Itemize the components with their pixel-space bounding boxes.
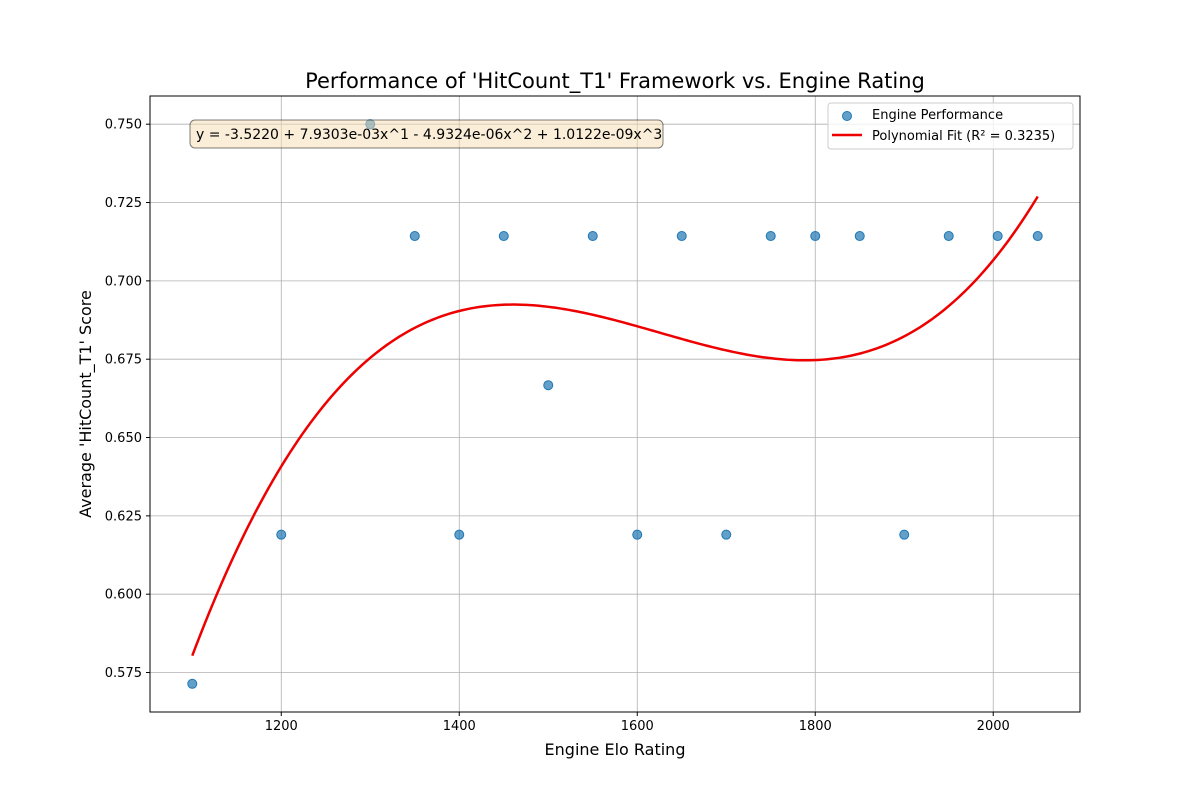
scatter-point: [810, 231, 821, 242]
scatter-point: [276, 529, 287, 540]
x-tick-label: 1800: [799, 719, 832, 734]
scatter-point: [765, 231, 776, 242]
scatter-point: [454, 529, 465, 540]
polynomial-fit-line: [191, 195, 1039, 657]
scatter-point: [632, 529, 643, 540]
x-axis-label: Engine Elo Rating: [545, 740, 686, 759]
x-tick-label: 1400: [443, 719, 476, 734]
x-axis-ticks: 1200 1400 1600 1800 2000: [265, 712, 1010, 734]
equation-annotation: y = -3.5220 + 7.9303e-03x^1 - 4.9324e-06…: [189, 119, 664, 149]
legend-label-engine-performance: Engine Performance: [872, 108, 1003, 123]
x-tick-label: 2000: [977, 719, 1010, 734]
y-tick-label: 0.625: [105, 509, 142, 524]
equation-box: [189, 119, 664, 149]
plot-frame: [149, 95, 1081, 713]
scatter-point: [498, 231, 509, 242]
y-tick-label: 0.650: [105, 431, 142, 446]
plot-area: [150, 96, 1080, 712]
scatter-point: [1032, 231, 1043, 242]
y-axis-ticks: 0.575 0.600 0.625 0.650 0.675 0.700 0.725 0.750: [105, 118, 150, 681]
x-tick-label: 1600: [621, 719, 654, 734]
fit-series: [191, 195, 1039, 657]
scatter-point: [409, 231, 420, 242]
x-tick-label: 1200: [265, 719, 298, 734]
y-axis-label: Average 'HitCount_T1' Score: [76, 290, 96, 518]
scatter-point: [854, 231, 865, 242]
chart-title: Performance of 'HitCount_T1' Framework v…: [305, 69, 925, 94]
scatter-point: [587, 231, 598, 242]
legend-label-polynomial-fit: Polynomial Fit (R² = 0.3235): [872, 129, 1055, 144]
y-tick-label: 0.750: [105, 118, 142, 133]
y-tick-label: 0.725: [105, 196, 142, 211]
scatter-point: [899, 529, 910, 540]
scatter-point: [543, 380, 554, 391]
legend-marker-engine-performance: [842, 111, 852, 121]
y-tick-label: 0.575: [105, 666, 142, 681]
equation-text: y = -3.5220 + 7.9303e-03x^1 - 4.9324e-06…: [196, 127, 662, 143]
y-tick-label: 0.675: [105, 353, 142, 368]
scatter-point: [721, 529, 732, 540]
y-tick-label: 0.700: [105, 274, 142, 289]
y-tick-label: 0.600: [105, 588, 142, 603]
grid-lines: [150, 96, 1080, 712]
scatter-point: [943, 231, 954, 242]
legend-box: [827, 102, 1074, 150]
scatter-point: [992, 231, 1003, 242]
scatter-point: [676, 231, 687, 242]
legend: Engine Performance Polynomial Fit (R² = …: [827, 102, 1074, 150]
scatter-point: [187, 678, 198, 689]
